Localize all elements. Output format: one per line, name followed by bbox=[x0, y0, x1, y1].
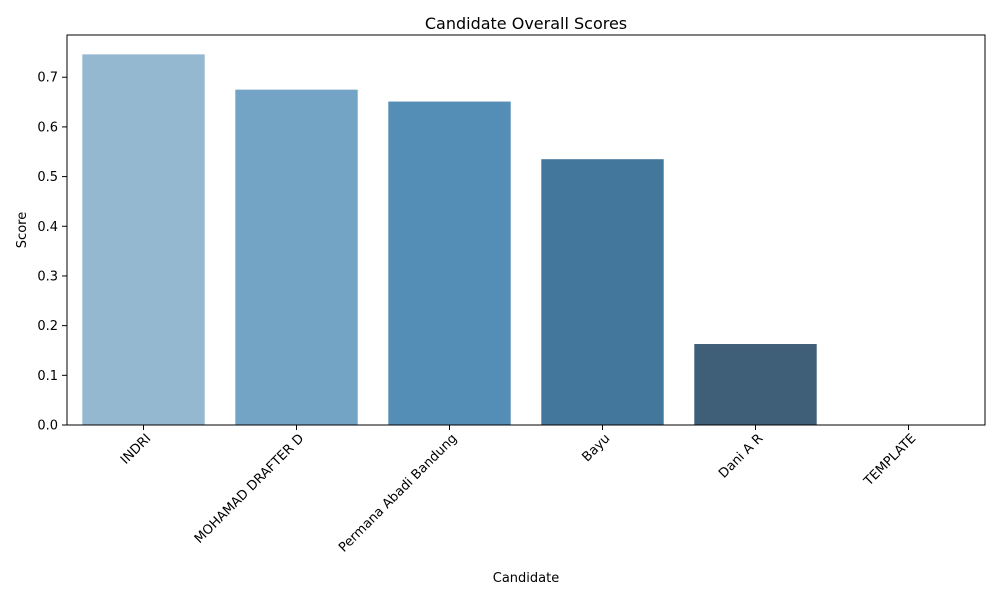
bar-2 bbox=[388, 101, 511, 426]
bar-0 bbox=[82, 54, 205, 426]
y-tick-label: 0.6 bbox=[37, 120, 58, 135]
bar-1 bbox=[235, 89, 358, 425]
y-tick-label: 0.4 bbox=[37, 220, 58, 235]
x-axis-label: Candidate bbox=[493, 571, 559, 586]
y-axis-ticks: 0.0 0.1 0.2 0.3 0.4 0.5 0.6 0.7 bbox=[37, 71, 67, 434]
y-axis-label: Score bbox=[15, 212, 30, 248]
y-tick-label: 0.1 bbox=[37, 369, 58, 384]
bars-group bbox=[82, 54, 817, 426]
x-tick-label: TEMPLATE bbox=[861, 431, 920, 490]
plot-area-frame bbox=[66, 34, 986, 426]
x-tick-label: INDRI bbox=[118, 431, 154, 467]
bar-3 bbox=[541, 159, 664, 425]
y-tick-label: 0.7 bbox=[37, 71, 58, 86]
y-tick-label: 0.5 bbox=[37, 170, 58, 185]
y-tick-label: 0.2 bbox=[37, 319, 58, 334]
x-tick-label: Dani A R bbox=[716, 431, 766, 481]
bar-4 bbox=[694, 344, 817, 425]
y-tick-label: 0.0 bbox=[37, 419, 58, 434]
x-tick-label: MOHAMAD DRAFTER D bbox=[192, 431, 308, 547]
chart-title: Candidate Overall Scores bbox=[425, 14, 627, 33]
x-tick-label: Permana Abadi Bandung bbox=[336, 431, 460, 555]
x-tick-label: Bayu bbox=[580, 431, 614, 465]
y-tick-label: 0.3 bbox=[37, 269, 58, 284]
x-axis-ticks: INDRI MOHAMAD DRAFTER D Permana Abadi Band… bbox=[118, 425, 919, 555]
